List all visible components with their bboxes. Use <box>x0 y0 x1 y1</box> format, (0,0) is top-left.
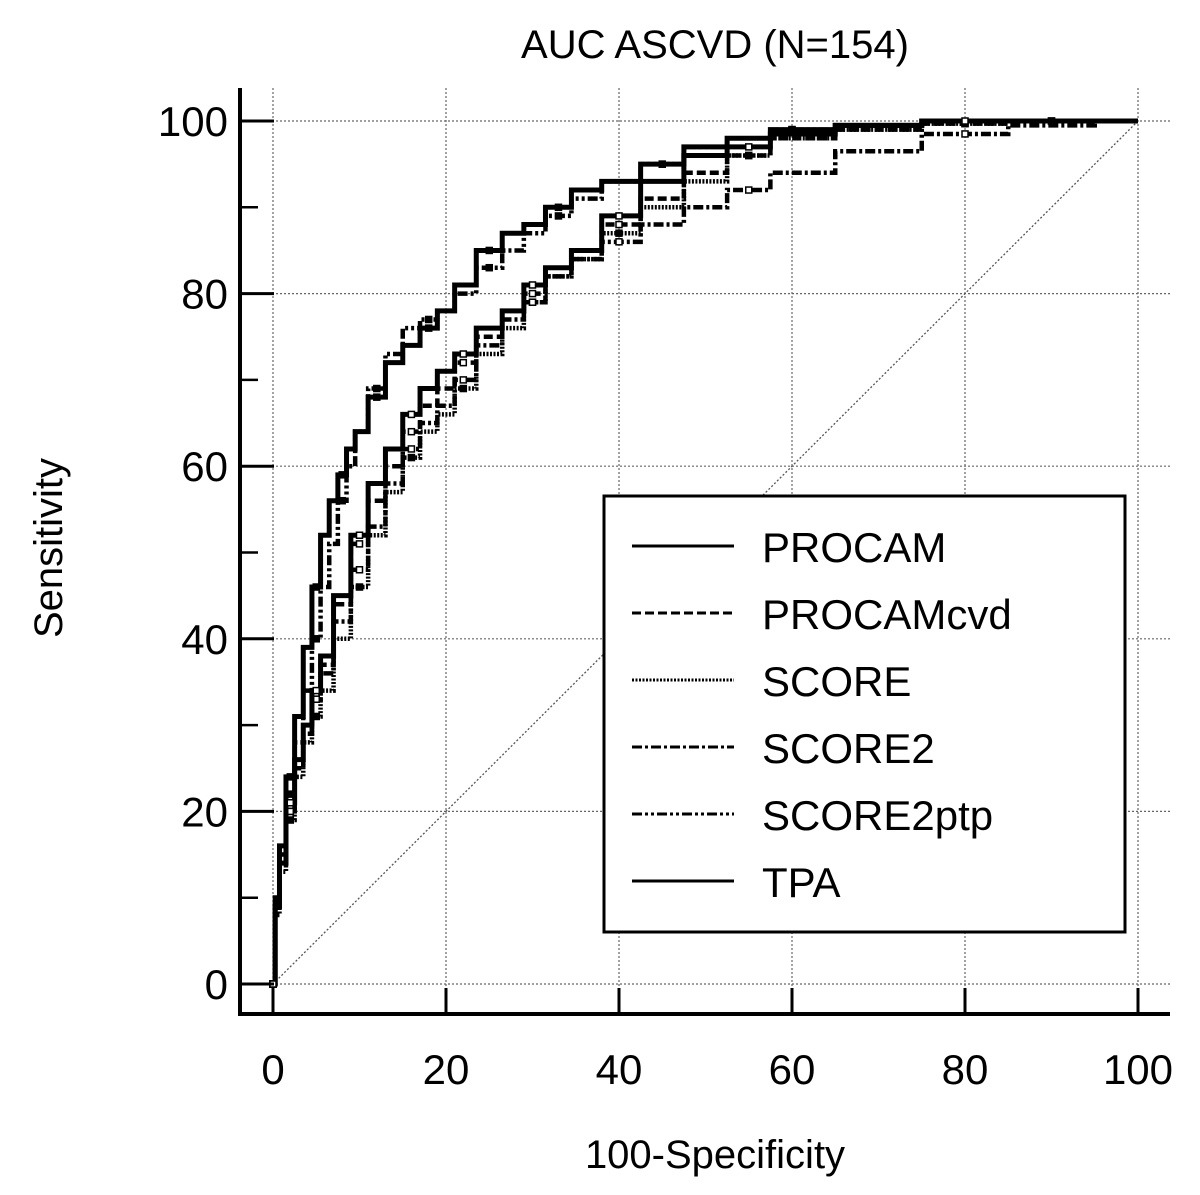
point-score-15 <box>459 384 468 393</box>
legend-label-procamcvd: PROCAMcvd <box>762 591 1012 638</box>
y-tick-label-0: 0 <box>205 961 228 1008</box>
x-axis-ticks: 0 20 40 60 80 100 <box>261 988 1173 1093</box>
y-tick-label-100: 100 <box>158 98 228 145</box>
point-procam-15 <box>424 324 433 332</box>
point-score2-24 <box>745 186 753 194</box>
point-procamcvd-15 <box>459 358 468 367</box>
y-tick-label-60: 60 <box>181 443 228 490</box>
legend-label-procam: PROCAM <box>762 524 946 571</box>
x-tick-label-100: 100 <box>1103 1046 1173 1093</box>
point-score-12 <box>407 453 416 462</box>
x-tick-label-0: 0 <box>261 1046 284 1093</box>
point-score2ptp-21 <box>554 212 563 220</box>
legend-label-tpa: TPA <box>762 859 841 906</box>
point-score2-12 <box>407 445 416 453</box>
point-score-9 <box>355 583 364 591</box>
point-procamcvd-21 <box>615 220 623 229</box>
y-tick-label-40: 40 <box>181 616 228 663</box>
legend-label-score2: SCORE2 <box>762 725 935 772</box>
point-tpa-3 <box>286 799 295 807</box>
point-score2-9 <box>355 566 364 574</box>
point-tpa-9 <box>355 531 364 539</box>
point-score2ptp-18 <box>485 263 493 272</box>
y-tick-label-20: 20 <box>181 788 228 835</box>
y-axis-ticks: 0 20 40 60 80 100 <box>158 98 274 1008</box>
point-procamcvd-18 <box>528 289 537 298</box>
x-tick-label-20: 20 <box>423 1046 470 1093</box>
point-procamcvd-9 <box>355 540 364 548</box>
y-axis-label: Sensitivity <box>27 458 71 638</box>
roc-curves <box>269 117 1138 988</box>
x-tick-label-60: 60 <box>769 1046 816 1093</box>
point-score2-15 <box>459 376 468 384</box>
x-axis-label: 100-Specificity <box>585 1133 845 1177</box>
point-tpa-12 <box>407 410 416 419</box>
legend-label-score: SCORE <box>762 658 911 705</box>
x-tick-label-80: 80 <box>942 1046 989 1093</box>
y-tick-label-80: 80 <box>181 271 228 318</box>
series-score2ptp <box>272 118 1138 987</box>
chart-title: AUC ASCVD (N=154) <box>521 23 909 67</box>
point-score2ptp-15 <box>424 315 433 324</box>
point-tpa-24 <box>745 143 753 151</box>
point-tpa-15 <box>459 350 468 358</box>
point-score2-21 <box>615 238 623 246</box>
point-score2ptp-24 <box>658 160 666 168</box>
point-score2ptp-9 <box>338 496 346 505</box>
legend-box <box>602 494 1127 934</box>
point-tpa-21 <box>615 212 623 220</box>
point-procamcvd-12 <box>407 427 416 436</box>
point-score2-27 <box>961 130 969 138</box>
series-procam <box>272 118 1138 987</box>
legend-label-score2ptp: SCORE2ptp <box>762 792 993 839</box>
point-score2ptp-12 <box>373 384 381 393</box>
point-tpa-27 <box>961 117 969 125</box>
point-score-24 <box>745 151 753 160</box>
series-tpa <box>272 118 1138 987</box>
x-tick-label-40: 40 <box>596 1046 643 1093</box>
point-score-21 <box>615 229 623 237</box>
axes <box>238 88 1170 1016</box>
legend: PROCAM PROCAMcvd SCORE SCORE2 SCORE2ptp TPA <box>602 494 1127 934</box>
point-procam-12 <box>373 393 381 401</box>
point-procam-18 <box>485 246 493 255</box>
point-procam-21 <box>554 203 563 212</box>
point-score2-18 <box>528 298 537 306</box>
point-score2ptp-6 <box>312 635 320 643</box>
point-tpa-18 <box>528 281 537 289</box>
point-tpa-6 <box>312 686 320 695</box>
